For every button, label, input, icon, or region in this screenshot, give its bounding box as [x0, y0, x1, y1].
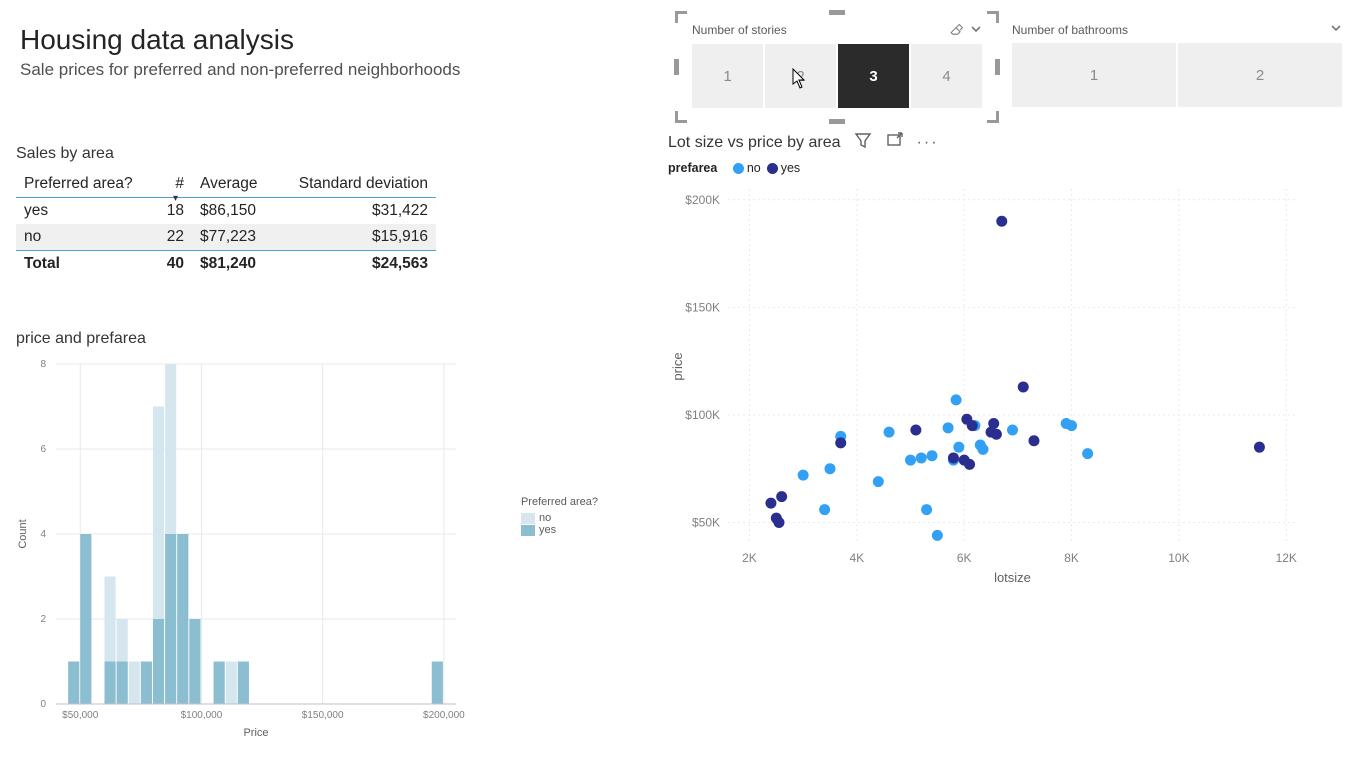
svg-text:$50,000: $50,000 — [62, 710, 99, 721]
svg-text:$100,000: $100,000 — [181, 710, 223, 721]
slicer-bathrooms[interactable]: Number of bathrooms 12 — [1012, 22, 1342, 107]
histogram-visual: price and prefarea 0 2 4 6 8 $50,000 $100,000 $… — [16, 330, 626, 759]
svg-text:$200,000: $200,000 — [423, 710, 465, 721]
filter-icon[interactable] — [853, 130, 873, 155]
table-header[interactable]: # — [155, 171, 192, 198]
svg-text:$100K: $100K — [685, 408, 720, 422]
svg-text:Price: Price — [243, 727, 268, 739]
histogram-title: price and prefarea — [16, 330, 626, 348]
slicer-stories-title: Number of stories — [692, 23, 787, 37]
slicer-stories-option[interactable]: 3 — [838, 44, 909, 108]
svg-text:$150K: $150K — [685, 300, 720, 314]
histogram-legend-title: Preferred area? — [521, 496, 598, 508]
histogram-plot[interactable]: 0 2 4 6 8 $50,000 $100,000 $150,000 $200,000 Pric… — [16, 354, 476, 754]
focus-mode-icon[interactable] — [885, 130, 905, 155]
sales-table[interactable]: Preferred area?#AverageStandard deviatio… — [16, 171, 436, 277]
svg-text:2K: 2K — [742, 551, 757, 565]
svg-text:4: 4 — [40, 529, 46, 540]
sales-table-visual: Sales by area Preferred area?#AverageSta… — [16, 145, 436, 277]
svg-text:10K: 10K — [1168, 551, 1189, 565]
scatter-legend-field: prefarea — [668, 161, 717, 175]
table-header[interactable]: Preferred area? — [16, 171, 155, 198]
svg-text:price: price — [670, 352, 685, 380]
svg-text:6K: 6K — [957, 551, 972, 565]
table-row[interactable]: yes18$86,150$31,422 — [16, 198, 436, 225]
svg-text:lotsize: lotsize — [994, 570, 1031, 585]
table-row[interactable]: no22$77,223$15,916 — [16, 224, 436, 251]
slicer-stories[interactable]: Number of stories 1234 — [692, 22, 982, 108]
svg-text:6: 6 — [40, 444, 46, 455]
svg-text:0: 0 — [40, 699, 46, 710]
svg-text:2: 2 — [40, 614, 46, 625]
slicer-bathrooms-option[interactable]: 2 — [1178, 43, 1342, 107]
svg-text:8: 8 — [40, 359, 46, 370]
slicer-stories-option[interactable]: 1 — [692, 44, 763, 108]
svg-text:Count: Count — [17, 519, 29, 548]
histogram-legend: Preferred area? noyes — [521, 496, 598, 536]
eraser-icon[interactable] — [949, 24, 966, 38]
svg-text:8K: 8K — [1064, 551, 1079, 565]
svg-text:4K: 4K — [849, 551, 864, 565]
chevron-down-icon[interactable] — [970, 24, 982, 38]
slicer-stories-option[interactable]: 4 — [911, 44, 982, 108]
histogram-legend-item[interactable]: no — [521, 512, 598, 524]
slicer-stories-option[interactable]: 2 — [765, 44, 836, 108]
slicer-bathrooms-option[interactable]: 1 — [1012, 43, 1176, 107]
table-header[interactable]: Average — [192, 171, 274, 198]
more-options-icon[interactable]: ··· — [917, 134, 939, 152]
svg-text:$200K: $200K — [685, 193, 720, 207]
histogram-legend-item[interactable]: yes — [521, 524, 598, 536]
scatter-legend: prefarea noyes — [668, 161, 1348, 175]
chevron-down-icon[interactable] — [1330, 22, 1342, 37]
scatter-plot[interactable]: $50K $100K $150K $200K 2K 4K 6K 8K 10K 12K lotsize… — [668, 175, 1348, 585]
table-header[interactable]: Standard deviation — [274, 171, 436, 198]
slicer-bathrooms-title: Number of bathrooms — [1012, 23, 1128, 37]
scatter-visual: Lot size vs price by area ··· prefarea n… — [668, 130, 1348, 590]
svg-text:$50K: $50K — [692, 515, 720, 529]
table-row[interactable]: Total40$81,240$24,563 — [16, 251, 436, 278]
scatter-title: Lot size vs price by area — [668, 134, 841, 152]
scatter-legend-item[interactable]: no — [727, 161, 761, 175]
sales-table-title: Sales by area — [16, 145, 436, 163]
svg-text:12K: 12K — [1276, 551, 1297, 565]
svg-text:$150,000: $150,000 — [302, 710, 344, 721]
scatter-legend-item[interactable]: yes — [761, 161, 800, 175]
